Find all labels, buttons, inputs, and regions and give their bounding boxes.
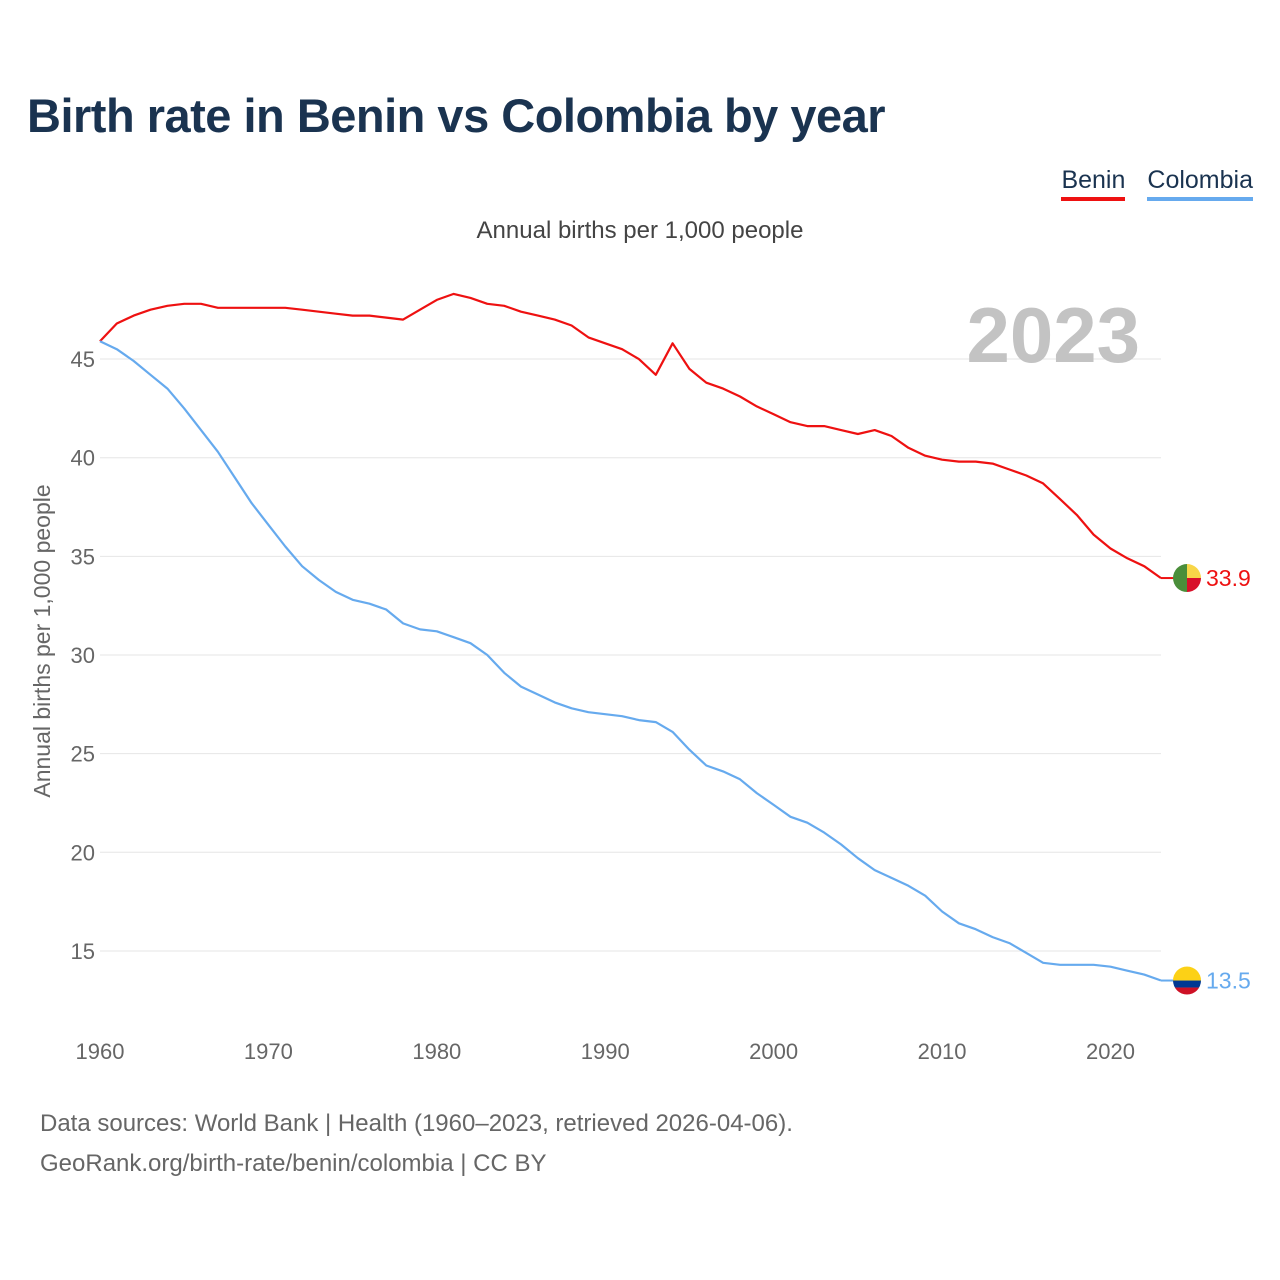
y-tick-label-40: 40 (71, 446, 95, 471)
x-tick-label-1980: 1980 (412, 1039, 461, 1064)
y-tick-label-25: 25 (71, 742, 95, 767)
y-tick-label-30: 30 (71, 643, 95, 668)
x-tick-label-2010: 2010 (918, 1039, 967, 1064)
x-tick-label-1970: 1970 (244, 1039, 293, 1064)
x-tick-label-1990: 1990 (581, 1039, 630, 1064)
x-tick-label-2000: 2000 (749, 1039, 798, 1064)
data-source-text: Data sources: World Bank | Health (1960–… (40, 1110, 793, 1137)
end-value-label-benin: 33.9 (1206, 565, 1251, 591)
flag-benin-yellow (1187, 564, 1201, 579)
series-line-benin (99, 292, 1162, 579)
series-line-colombia (99, 340, 1162, 982)
y-tick-label-20: 20 (71, 840, 95, 865)
chart-title: Birth rate in Benin vs Colombia by year (27, 89, 886, 142)
y-tick-label-15: 15 (71, 939, 95, 964)
flag-colombia-yellow (1173, 966, 1201, 981)
year-watermark: 2023 (966, 291, 1140, 379)
flag-colombia-blue (1173, 980, 1201, 988)
x-tick-label-2020: 2020 (1086, 1039, 1135, 1064)
legend-item-colombia[interactable]: Colombia (1147, 166, 1253, 201)
y-tick-label-45: 45 (71, 347, 95, 372)
footer: Data sources: World Bank | Health (1960–… (40, 1104, 793, 1184)
flag-benin-green (1173, 564, 1187, 593)
chart-subtitle: Annual births per 1,000 people (476, 217, 804, 244)
x-tick-label-1960: 1960 (76, 1039, 125, 1064)
legend-item-benin[interactable]: Benin (1061, 166, 1126, 201)
y-axis-label: Annual births per 1,000 people (29, 484, 55, 797)
flag-colombia-red (1173, 987, 1201, 995)
legend: Benin Colombia (1061, 166, 1253, 201)
flag-benin-red (1187, 578, 1201, 593)
end-value-label-colombia: 13.5 (1206, 968, 1251, 994)
y-tick-label-35: 35 (71, 544, 95, 569)
attribution-link[interactable]: GeoRank.org/birth-rate/benin/colombia | … (40, 1150, 547, 1177)
